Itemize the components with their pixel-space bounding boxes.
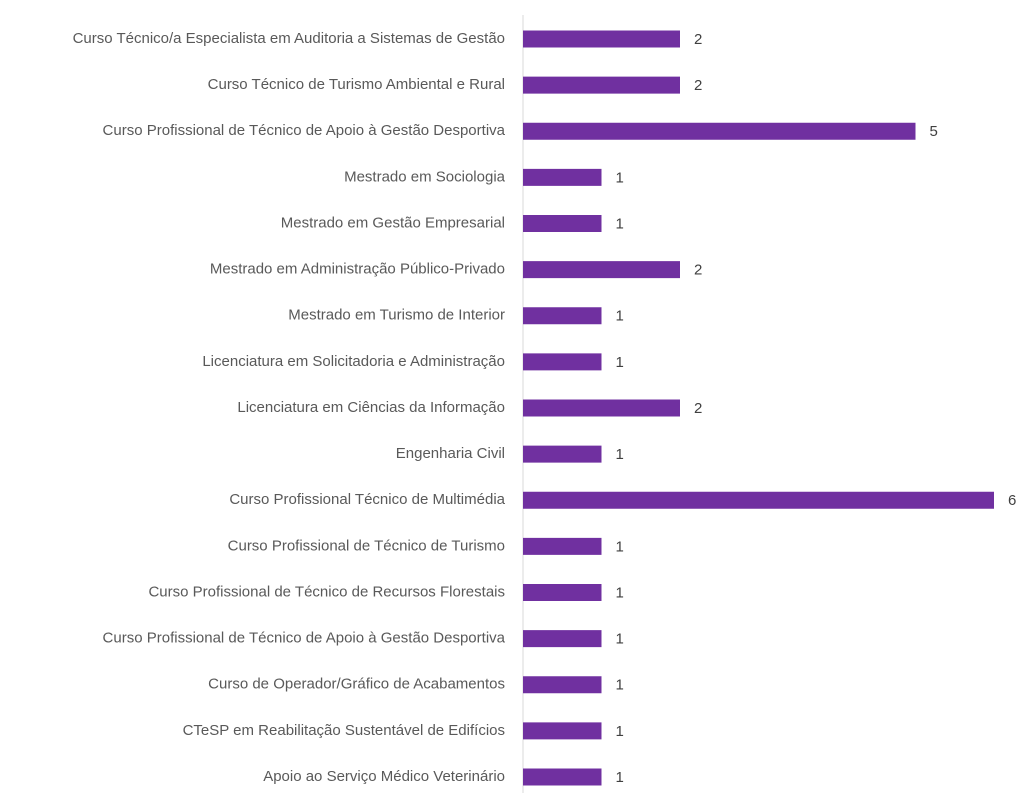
category-label: Mestrado em Gestão Empresarial [281, 214, 505, 231]
data-label: 5 [930, 123, 938, 140]
data-label: 1 [616, 723, 624, 740]
bar [523, 353, 602, 371]
category-label: Curso Técnico/a Especialista em Auditori… [73, 30, 505, 47]
category-label: Mestrado em Sociologia [344, 168, 506, 185]
data-label: 1 [616, 584, 624, 601]
data-label: 6 [1008, 492, 1016, 509]
bar [523, 722, 602, 740]
data-label: 1 [616, 308, 624, 325]
bar [523, 215, 602, 232]
bar [523, 76, 680, 94]
data-label: 1 [616, 446, 624, 463]
category-label: Curso Profissional de Técnico de Turismo [228, 537, 505, 554]
bar [523, 768, 602, 786]
data-label: 1 [616, 215, 624, 232]
category-label: CTeSP em Reabilitação Sustentável de Edi… [183, 722, 505, 739]
bar [523, 30, 680, 48]
bar [523, 445, 602, 463]
data-label: 2 [694, 400, 702, 417]
data-label: 1 [616, 677, 624, 694]
data-label: 2 [694, 31, 702, 48]
category-label: Curso Profissional de Técnico de Recurso… [148, 583, 505, 600]
data-label: 1 [616, 169, 624, 186]
category-label: Curso de Operador/Gráfico de Acabamentos [208, 676, 505, 693]
bar [523, 537, 602, 555]
data-label: 1 [616, 538, 624, 555]
data-label: 1 [616, 631, 624, 648]
bar [523, 168, 602, 186]
bar [523, 399, 680, 417]
data-label: 2 [694, 77, 702, 94]
data-label: 1 [616, 354, 624, 371]
bar [523, 630, 602, 648]
category-label: Curso Profissional de Técnico de Apoio à… [103, 122, 506, 139]
bar [523, 122, 916, 140]
category-label: Licenciatura em Ciências da Informação [237, 399, 505, 416]
bar [523, 307, 602, 325]
category-label: Curso Profissional de Técnico de Apoio à… [103, 630, 506, 647]
category-label: Apoio ao Serviço Médico Veterinário [263, 768, 505, 785]
bar [523, 261, 680, 279]
category-label: Engenharia Civil [396, 445, 505, 462]
bar [523, 584, 602, 601]
category-label: Curso Profissional Técnico de Multimédia [229, 491, 505, 508]
bar [523, 491, 994, 509]
category-label: Licenciatura em Solicitadoria e Administ… [202, 353, 505, 370]
category-label: Curso Técnico de Turismo Ambiental e Rur… [208, 76, 505, 93]
category-label: Mestrado em Turismo de Interior [288, 307, 505, 324]
bar [523, 676, 602, 694]
data-label: 2 [694, 262, 702, 279]
data-label: 1 [616, 769, 624, 786]
category-label: Mestrado em Administração Público-Privad… [210, 261, 505, 278]
